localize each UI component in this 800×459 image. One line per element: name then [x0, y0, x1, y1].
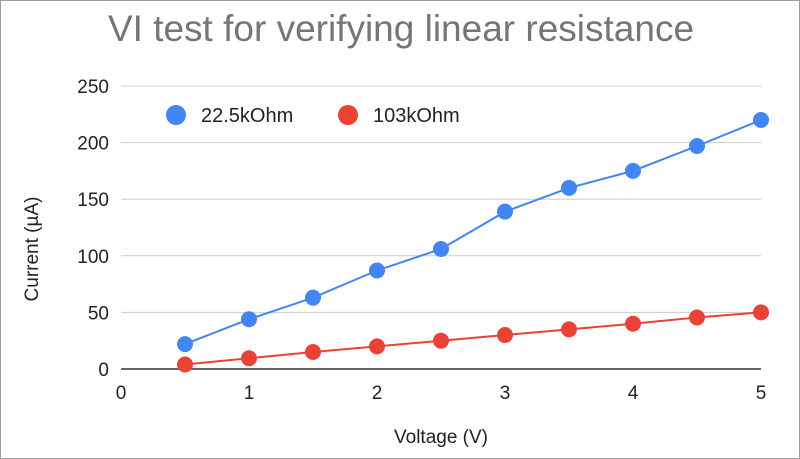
series-layer: [177, 111, 769, 373]
y-tick-label: 100: [77, 247, 109, 268]
series-22-5kohm: [177, 111, 769, 353]
data-point: [369, 262, 385, 279]
y-tick-label: 200: [77, 134, 109, 155]
x-axis-label: Voltage (V): [394, 427, 488, 448]
series-line: [184, 119, 762, 346]
data-point: [689, 137, 705, 154]
data-point: [753, 111, 769, 128]
series-103kohm: [177, 304, 769, 373]
data-point: [241, 311, 257, 328]
x-tick-label: 2: [372, 383, 383, 404]
data-point: [497, 327, 513, 344]
data-point: [561, 179, 577, 196]
legend: 22.5kOhm 103kOhm: [166, 105, 460, 127]
legend-label: 22.5kOhm: [201, 105, 293, 127]
series-line: [184, 311, 762, 366]
data-point: [433, 332, 449, 349]
x-tick-label: 3: [500, 383, 511, 404]
legend-label: 103kOhm: [373, 105, 460, 127]
x-tick-label: 5: [756, 383, 767, 404]
x-tick-label: 0: [116, 383, 127, 404]
legend-marker: [338, 105, 358, 125]
data-point: [305, 344, 321, 361]
gridlines: [121, 85, 761, 370]
data-point: [241, 350, 257, 367]
data-point: [177, 336, 193, 353]
data-point: [305, 289, 321, 306]
data-point: [369, 338, 385, 355]
data-point: [625, 315, 641, 332]
y-tick-label: 150: [77, 190, 109, 211]
legend-item-103kohm: 103kOhm: [338, 105, 460, 127]
data-point: [625, 162, 641, 179]
y-tick-label: 0: [98, 360, 109, 381]
data-point: [753, 304, 769, 321]
data-point: [561, 321, 577, 338]
data-point: [497, 203, 513, 220]
x-tick-label: 1: [244, 383, 255, 404]
legend-marker: [166, 105, 186, 125]
chart-title: VI test for verifying linear resistance: [108, 8, 694, 49]
x-tick-label: 4: [628, 383, 639, 404]
y-tick-label: 250: [77, 77, 109, 98]
y-axis-label: Current (µA): [22, 197, 43, 302]
tick-labels: 0 50 100 150 200 250 0 1 2 3 4 5: [77, 77, 766, 404]
legend-item-22-5kohm: 22.5kOhm: [166, 105, 293, 127]
data-point: [689, 309, 705, 326]
data-point: [177, 356, 193, 373]
y-tick-label: 50: [88, 303, 109, 324]
data-point: [433, 241, 449, 258]
